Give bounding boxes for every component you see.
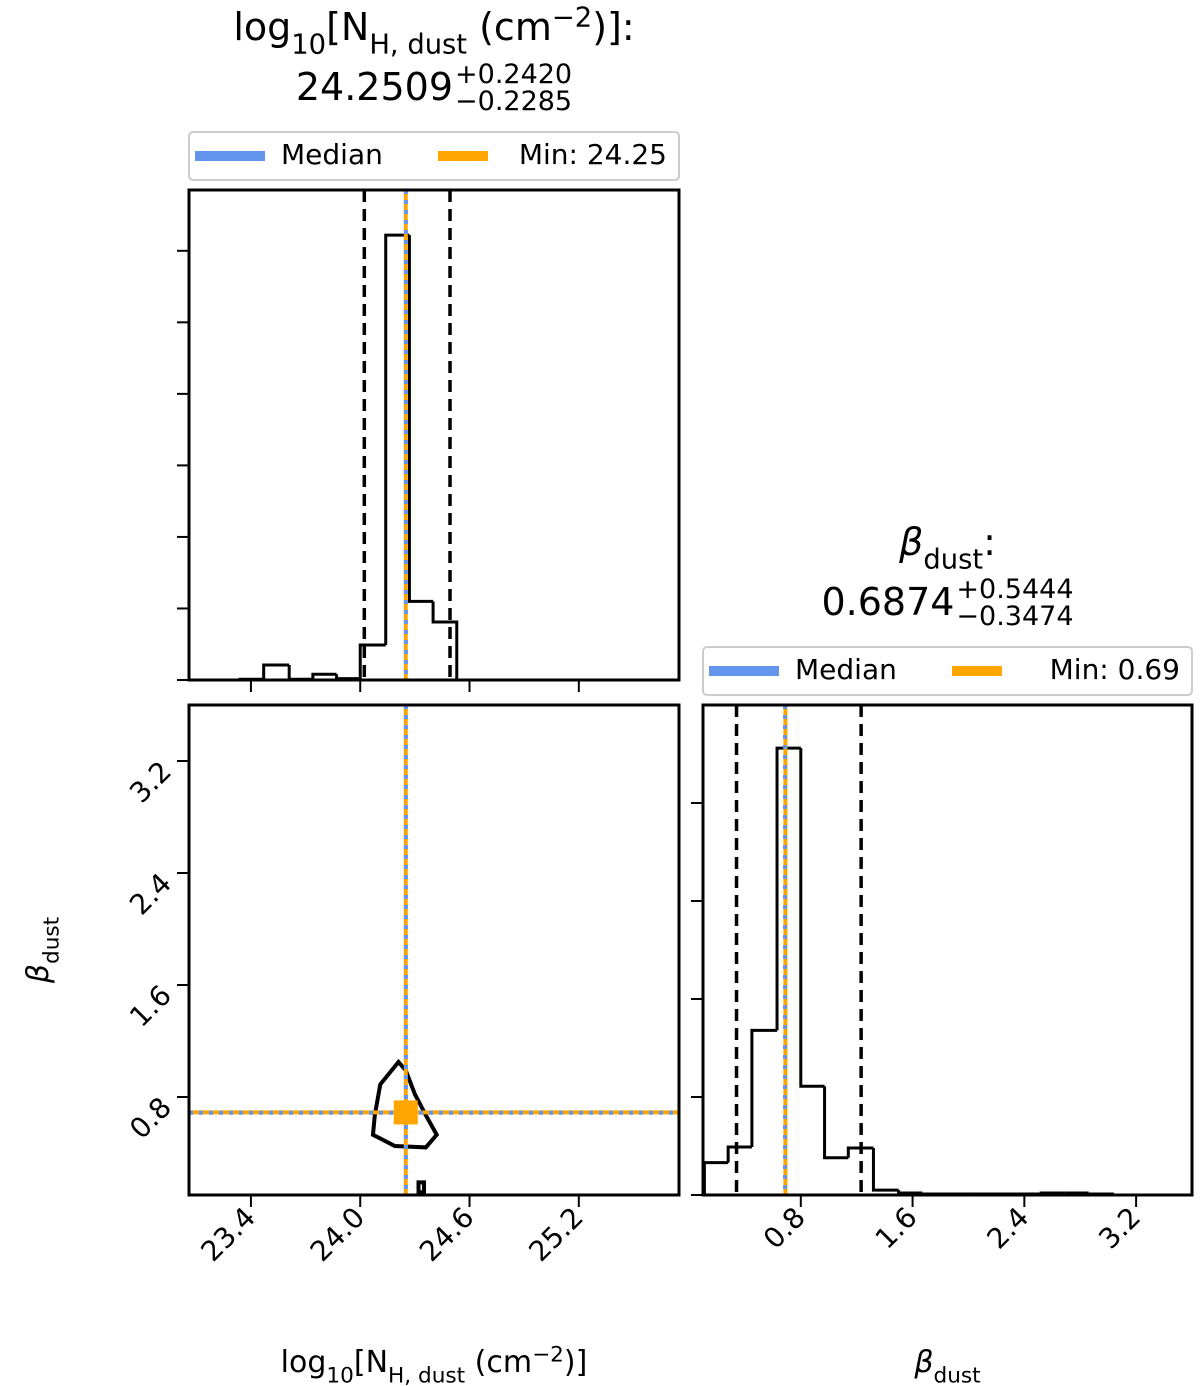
label-part: log [233,5,291,49]
title-lower: −0.2285 [455,86,572,117]
x-tick-label: 0.8 [757,1201,812,1256]
label-part: 10 [326,1364,353,1386]
x-tick-label: 24.6 [413,1201,480,1268]
hist-step [311,672,337,680]
title-end: : [983,520,996,564]
hist-step [823,1086,849,1160]
hist-step [871,1147,899,1192]
panel-title: log10[NH, dust (cm−2)]: [233,3,634,61]
label-part: H, dust [369,29,467,60]
x-tick-label: 23.4 [194,1201,261,1268]
x-tick-label: 2.4 [980,1201,1035,1256]
legend: Median Min: 24.25 [188,131,680,181]
panel-frame [187,188,681,682]
label-part: β [898,520,923,564]
label-part: β [913,1345,933,1380]
y-tick-label: 0.8 [123,1091,178,1146]
panel-frame [701,703,1194,1197]
label-part: dust [923,544,983,575]
title-end: : [622,5,635,49]
label-part: 10 [291,29,326,60]
x-tick-label: 24.0 [304,1201,371,1268]
x-axis-label: βdust [913,1345,980,1386]
title-median: 0.6874 [821,580,954,624]
x-axis-label: log10[NH, dust (cm−2)] [281,1343,588,1386]
label-part: dust [934,1364,981,1386]
hist-step [407,235,434,603]
title-upper: +0.2420 [455,59,572,90]
panel-frame [187,703,681,1197]
hist-step [897,1190,923,1195]
hist-step [799,748,825,1088]
title-lower: −0.3474 [956,601,1073,632]
hist-step [335,674,361,681]
label-part: (cm [467,5,552,49]
hist-step [384,233,410,645]
contour [416,1180,426,1195]
label-part: β [21,964,56,984]
hist-step [358,643,386,679]
legend-text: Median [281,138,383,171]
label-part: [N [354,1345,388,1380]
label-part: [N [326,5,369,49]
label-part: H, dust [388,1364,465,1386]
title-upper: +0.5444 [956,574,1073,605]
x-tick-label: 1.6 [869,1201,924,1256]
legend-text: Min: 24.25 [519,138,667,171]
min-point [393,1100,418,1125]
label-part: log [281,1345,327,1380]
label-part: −2 [552,3,592,34]
contour [370,1058,440,1150]
hist-step [287,664,313,681]
label-part: −2 [532,1343,564,1368]
label-part: )] [592,5,622,49]
hist-step [846,1146,874,1158]
hist-step [702,1161,729,1195]
label-part: dust [40,917,65,964]
hist-step [726,1145,752,1163]
label-part: (cm [465,1345,532,1380]
y-tick-label: 3.2 [123,755,178,810]
hist-step [431,601,459,680]
hist-step [775,746,801,1031]
title-median: 24.2509 [296,65,453,109]
legend-text: Median [795,653,897,686]
legend-box [188,131,680,181]
y-tick-label: 1.6 [123,979,178,1034]
y-axis-label: βdust [21,917,65,984]
x-tick-label: 3.2 [1092,1201,1147,1256]
hist-step [262,663,290,680]
legend-box [702,646,1193,696]
legend: Median Min: 0.69 [702,646,1193,696]
y-tick-label: 2.4 [123,867,178,922]
legend-text: Min: 0.69 [1050,653,1180,686]
label-part: )] [564,1345,587,1380]
x-tick-label: 25.2 [522,1201,589,1268]
panel-title: βdust: [898,520,996,575]
hist-step [750,1028,778,1147]
